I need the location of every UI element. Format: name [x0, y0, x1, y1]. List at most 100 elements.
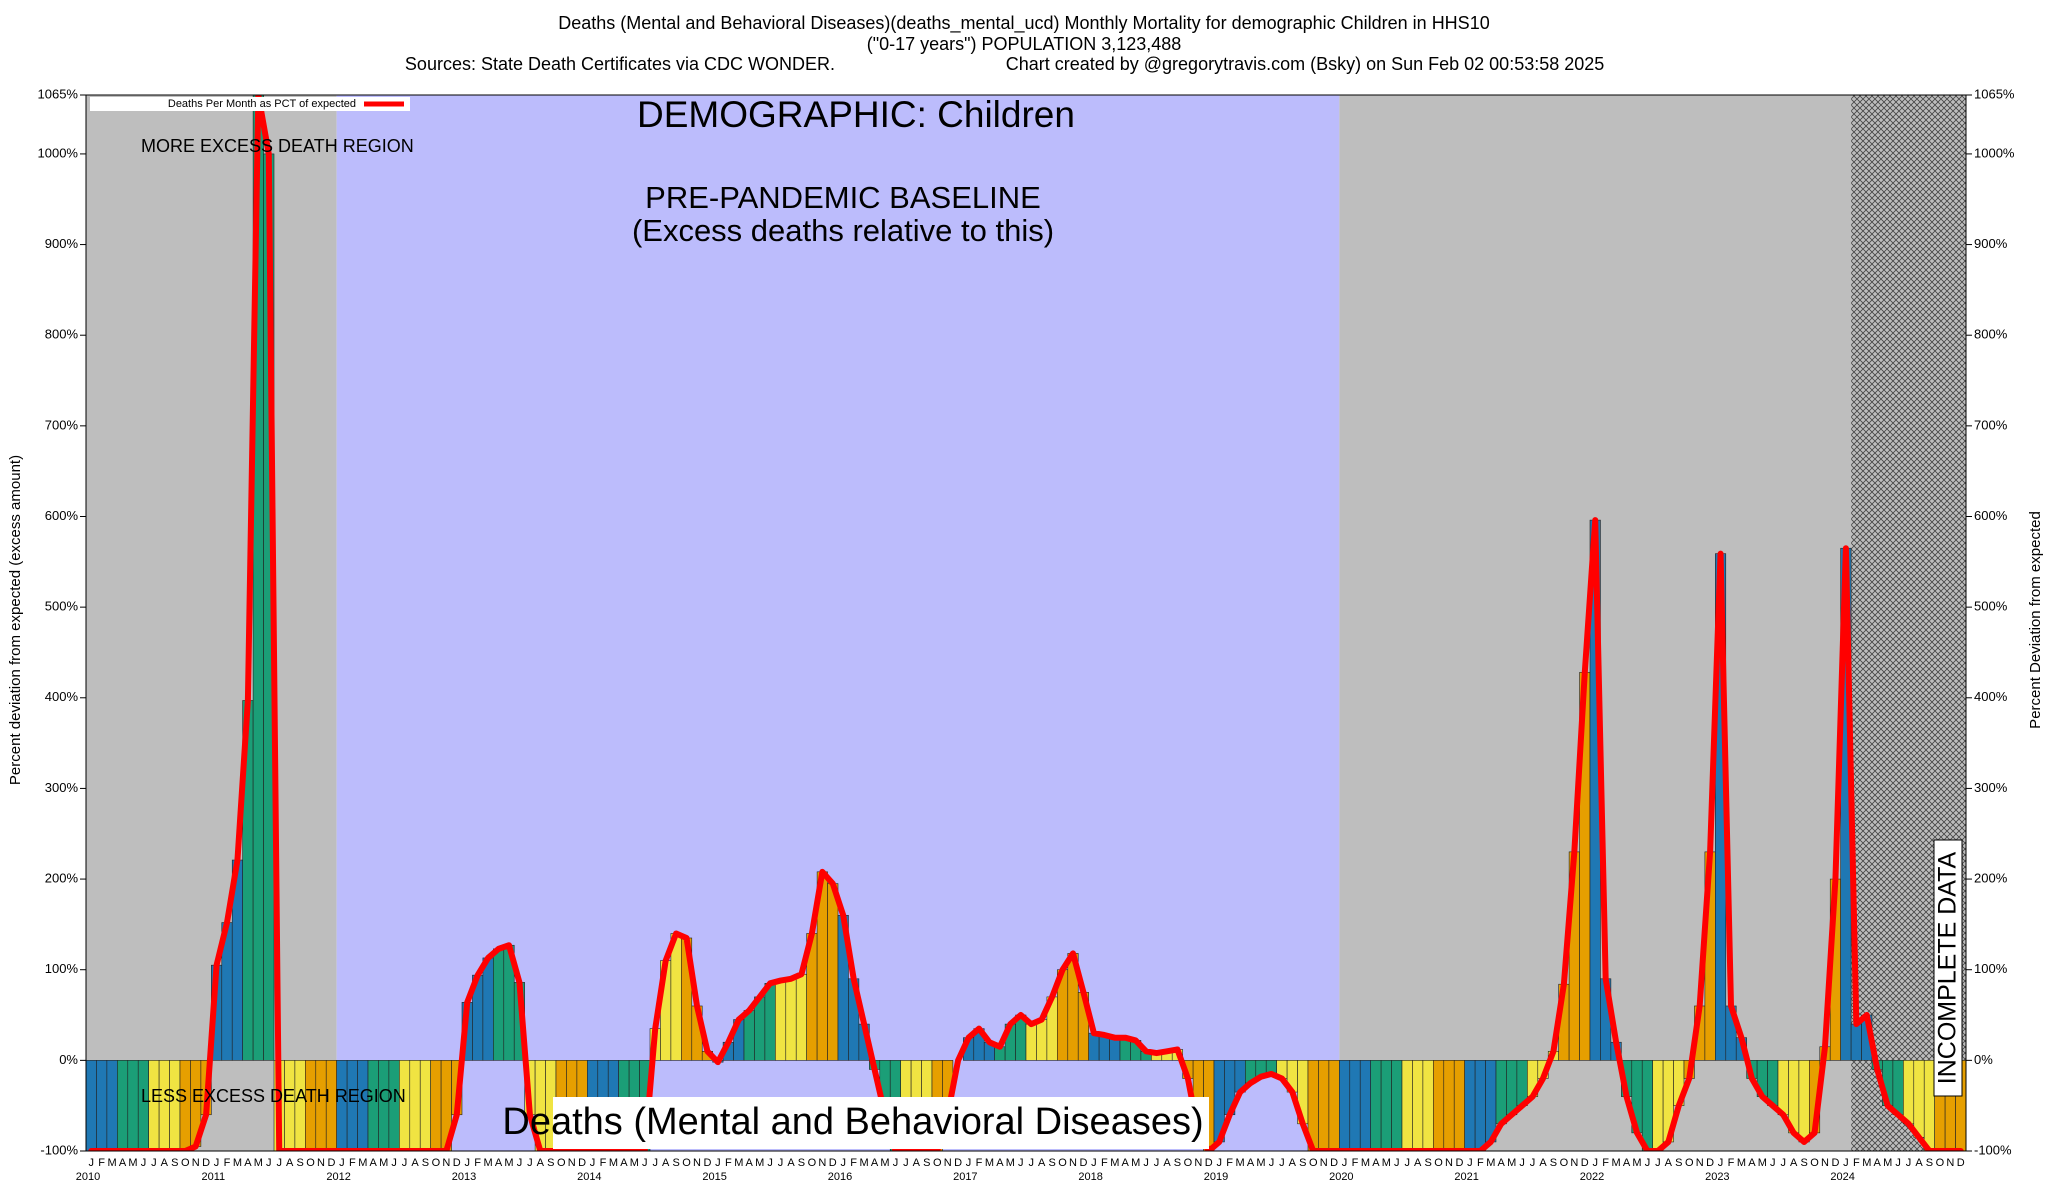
x-tick-label: J [1645, 1157, 1651, 1169]
bar [1777, 1060, 1789, 1116]
x-tick-label: J [590, 1157, 596, 1169]
annotation: Deaths (Mental and Behavioral Diseases) [502, 1101, 1203, 1143]
x-tick-label: M [1486, 1157, 1495, 1169]
x-tick-label: J [391, 1157, 397, 1169]
legend-label: Deaths Per Month as PCT of expected [168, 98, 356, 110]
x-tick-label: J [1519, 1157, 1525, 1169]
bar [1443, 1060, 1455, 1151]
x-tick-label: A [286, 1157, 294, 1169]
year-label: 2018 [1078, 1171, 1102, 1183]
x-tick-label: M [734, 1157, 743, 1169]
x-tick-label: J [517, 1157, 523, 1169]
x-tick-label: A [1498, 1157, 1506, 1169]
y2-tick-label: 600% [1974, 508, 2008, 523]
x-tick-label: J [1342, 1157, 1348, 1169]
x-tick-label: A [1247, 1157, 1255, 1169]
x-tick-label: A [119, 1157, 127, 1169]
x-tick-label: O [1434, 1157, 1443, 1169]
bar [1036, 1019, 1048, 1061]
y2-tick-label: 1000% [1974, 145, 2015, 160]
x-tick-label: D [578, 1157, 586, 1169]
x-tick-label: S [547, 1157, 554, 1169]
x-tick-label: A [662, 1157, 670, 1169]
plot-frame [85, 94, 1967, 1152]
x-tick-label: S [1424, 1157, 1431, 1169]
bar [1453, 1060, 1465, 1151]
x-tick-label: O [432, 1157, 441, 1169]
x-tick-label: J [1018, 1157, 1024, 1169]
x-tick-label: J [214, 1157, 220, 1169]
x-tick-label: O [306, 1157, 315, 1169]
bar [1913, 1060, 1925, 1138]
year-label: 2012 [326, 1171, 350, 1183]
x-tick-label: M [1236, 1157, 1245, 1169]
x-tick-label: D [1330, 1157, 1338, 1169]
bar [1318, 1060, 1330, 1151]
x-tick-label: J [1091, 1157, 1097, 1169]
bar [1109, 1037, 1121, 1061]
y-tick-label: 700% [45, 417, 79, 432]
x-tick-label: A [244, 1157, 252, 1169]
x-tick-label: D [453, 1157, 461, 1169]
x-tick-label: O [1936, 1157, 1945, 1169]
year-label: 2022 [1580, 1171, 1604, 1183]
x-tick-label: S [422, 1157, 429, 1169]
y-axis-label: Percent deviation from expected (excess … [7, 455, 24, 785]
x-tick-label: J [1655, 1157, 1661, 1169]
x-tick-label: M [755, 1157, 764, 1169]
x-tick-label: D [1831, 1157, 1839, 1169]
x-tick-label: J [1780, 1157, 1786, 1169]
x-tick-label: S [798, 1157, 805, 1169]
x-tick-label: M [254, 1157, 263, 1169]
x-tick-label: F [1226, 1157, 1233, 1169]
x-tick-label: N [1069, 1157, 1077, 1169]
year-label: 2015 [702, 1171, 726, 1183]
x-tick-label: O [1810, 1157, 1819, 1169]
x-tick-label: N [1194, 1157, 1202, 1169]
x-tick-label: N [1445, 1157, 1453, 1169]
x-tick-label: O [557, 1157, 566, 1169]
x-tick-label: F [1477, 1157, 1484, 1169]
bar [1892, 1060, 1904, 1116]
x-tick-label: S [171, 1157, 178, 1169]
bar [1025, 1023, 1037, 1061]
x-tick-label: S [1299, 1157, 1306, 1169]
x-tick-label: J [1718, 1157, 1724, 1169]
x-tick-label: J [1028, 1157, 1034, 1169]
x-tick-label: A [1623, 1157, 1631, 1169]
y-tick-label: 200% [45, 871, 79, 886]
x-tick-label: J [1279, 1157, 1285, 1169]
year-label: 2016 [828, 1171, 852, 1183]
x-tick-label: O [1309, 1157, 1318, 1169]
x-tick-label: M [1006, 1157, 1015, 1169]
x-tick-label: A [746, 1157, 754, 1169]
x-tick-label: J [1404, 1157, 1410, 1169]
x-tick-label: S [1048, 1157, 1055, 1169]
x-tick-label: S [1174, 1157, 1181, 1169]
y-tick-label: 800% [45, 327, 79, 342]
x-tick-label: M [128, 1157, 137, 1169]
bar [1506, 1060, 1518, 1116]
x-tick-label: F [850, 1157, 857, 1169]
y-tick-label: 0% [59, 1052, 78, 1067]
y-tick-label: -100% [40, 1142, 78, 1157]
x-tick-label: M [880, 1157, 889, 1169]
x-tick-label: A [871, 1157, 879, 1169]
x-tick-label: M [233, 1157, 242, 1169]
x-tick-label: N [568, 1157, 576, 1169]
x-tick-label: J [1143, 1157, 1149, 1169]
bar [1850, 1023, 1862, 1061]
x-tick-label: F [725, 1157, 732, 1169]
year-label: 2019 [1204, 1171, 1228, 1183]
bar [1412, 1060, 1424, 1151]
x-tick-label: O [933, 1157, 942, 1169]
x-tick-label: J [778, 1157, 784, 1169]
x-tick-label: M [1737, 1157, 1746, 1169]
x-tick-label: F [1728, 1157, 1735, 1169]
x-tick-label: A [370, 1157, 378, 1169]
x-tick-label: N [1696, 1157, 1704, 1169]
x-tick-label: A [787, 1157, 795, 1169]
x-tick-label: J [715, 1157, 721, 1169]
x-tick-label: M [985, 1157, 994, 1169]
x-tick-label: O [1685, 1157, 1694, 1169]
